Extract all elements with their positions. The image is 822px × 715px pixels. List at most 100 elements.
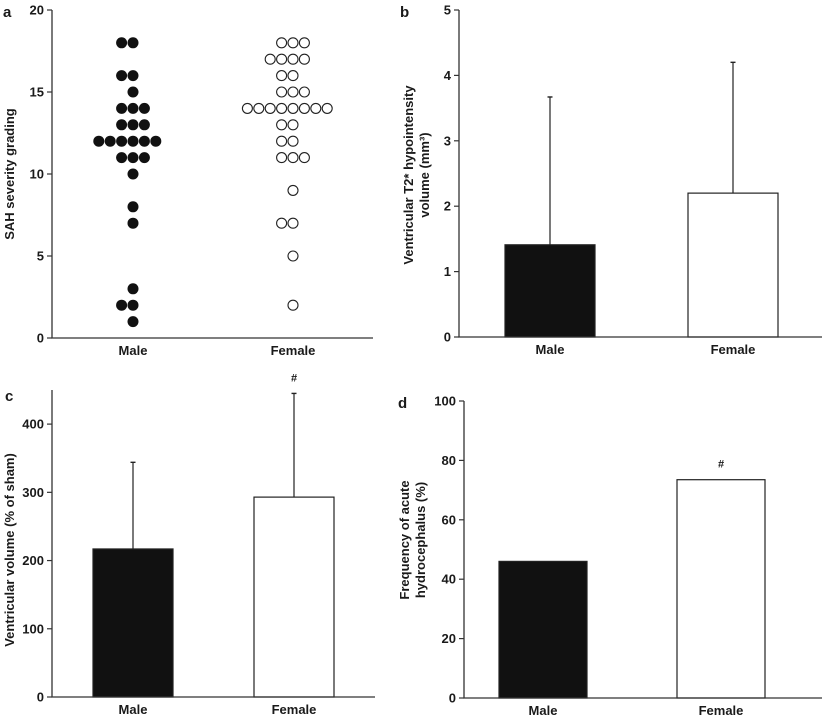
female-data-point (287, 299, 299, 311)
y-ticks-d: 0 20 40 60 80 100 (434, 394, 464, 706)
y-tick-label: 100 (22, 621, 44, 636)
y-axis-title-d-line2: hydrocephalus (%) (413, 482, 428, 598)
x-category-label: Female (272, 702, 317, 715)
female-data-point (321, 102, 333, 114)
female-data-point (276, 70, 288, 82)
x-category-label: Male (119, 343, 148, 358)
significance-marker: # (291, 372, 297, 384)
x-category-label: Male (529, 703, 558, 715)
female-bar (253, 496, 335, 698)
x-categories-c: Male Female (119, 702, 317, 715)
female-data-point (287, 250, 299, 262)
panel-label-c: c (5, 388, 13, 405)
female-data-point (276, 53, 288, 65)
male-data-point (127, 299, 139, 311)
y-tick-label: 15 (30, 85, 44, 100)
y-axis-title-c: Ventricular volume (% of sham) (2, 453, 17, 647)
bars-c: # (92, 372, 335, 698)
x-categories-b: Male Female (536, 342, 756, 357)
x-categories-a: Male Female (119, 343, 316, 358)
y-ticks-c: 0 100 200 300 400 (22, 417, 52, 705)
y-ticks-b: 0 1 2 3 4 5 (444, 3, 459, 345)
x-category-label: Male (119, 702, 148, 715)
y-ticks-a: 0 5 10 15 20 (30, 3, 52, 346)
y-tick-label: 3 (444, 133, 451, 148)
female-data-point (276, 86, 288, 98)
y-tick-label: 0 (37, 331, 44, 346)
female-data-point (276, 152, 288, 164)
male-data-point (116, 152, 128, 164)
female-data-point (241, 102, 253, 114)
y-tick-label: 0 (37, 690, 44, 705)
panel-b-bar-chart: b Ventricular T2* hypointensity volume (… (400, 3, 822, 357)
female-bar (676, 479, 766, 699)
female-bar (687, 192, 779, 338)
y-tick-label: 1 (444, 264, 451, 279)
female-data-point (287, 102, 299, 114)
female-data-point (287, 217, 299, 229)
female-data-point (298, 102, 310, 114)
axes-c (51, 390, 375, 698)
male-data-point (93, 135, 105, 147)
y-axis-title-b-line2: volume (mm³) (417, 132, 432, 217)
x-category-label: Female (699, 703, 744, 715)
male-data-point (127, 119, 139, 131)
female-data-point (264, 102, 276, 114)
bars-d: # (498, 459, 766, 699)
female-data-point (276, 37, 288, 49)
male-data-point (116, 37, 128, 49)
male-data-point (138, 119, 150, 131)
y-tick-label: 2 (444, 199, 451, 214)
y-tick-label: 300 (22, 485, 44, 500)
female-data-point (298, 37, 310, 49)
female-data-point (287, 86, 299, 98)
axes-d (463, 401, 822, 699)
bars-b (504, 61, 779, 338)
male-data-point (127, 135, 139, 147)
panel-label-b: b (400, 4, 409, 21)
panel-label-a: a (3, 4, 12, 21)
male-data-point (127, 86, 139, 98)
female-data-point (276, 135, 288, 147)
male-data-point (116, 119, 128, 131)
y-axis-title-b-line1: Ventricular T2* hypointensity (401, 85, 416, 265)
y-tick-label: 100 (434, 394, 456, 409)
male-data-point (127, 201, 139, 213)
female-data-point (298, 86, 310, 98)
x-categories-d: Male Female (529, 703, 744, 715)
female-data-point (287, 53, 299, 65)
male-bar (498, 560, 588, 699)
female-data-point (287, 152, 299, 164)
female-data-point (253, 102, 265, 114)
y-tick-label: 200 (22, 553, 44, 568)
y-tick-label: 4 (444, 68, 452, 83)
panel-c-bar-chart: c Ventricular volume (% of sham) 0 100 200… (2, 372, 375, 715)
female-data-point (287, 70, 299, 82)
male-data-point (127, 70, 139, 82)
male-data-point (127, 168, 139, 180)
y-tick-label: 40 (442, 572, 456, 587)
y-tick-label: 20 (442, 631, 456, 646)
male-data-point (116, 102, 128, 114)
y-axis-title-a: SAH severity grading (2, 108, 17, 240)
axes-b (458, 10, 822, 338)
y-tick-label: 60 (442, 512, 456, 527)
male-data-point (138, 135, 150, 147)
male-data-point (138, 102, 150, 114)
male-data-point (116, 299, 128, 311)
female-data-point (276, 217, 288, 229)
female-data-point (287, 119, 299, 131)
dots-a (93, 37, 333, 328)
panel-label-d: d (398, 395, 407, 412)
y-tick-label: 0 (449, 691, 456, 706)
male-data-point (150, 135, 162, 147)
x-category-label: Female (271, 343, 316, 358)
male-data-point (127, 37, 139, 49)
male-data-point (127, 102, 139, 114)
y-axis-title-d-line1: Frequency of acute (397, 480, 412, 599)
female-data-point (287, 37, 299, 49)
female-data-point (276, 119, 288, 131)
male-bar (92, 548, 174, 698)
x-category-label: Female (711, 342, 756, 357)
